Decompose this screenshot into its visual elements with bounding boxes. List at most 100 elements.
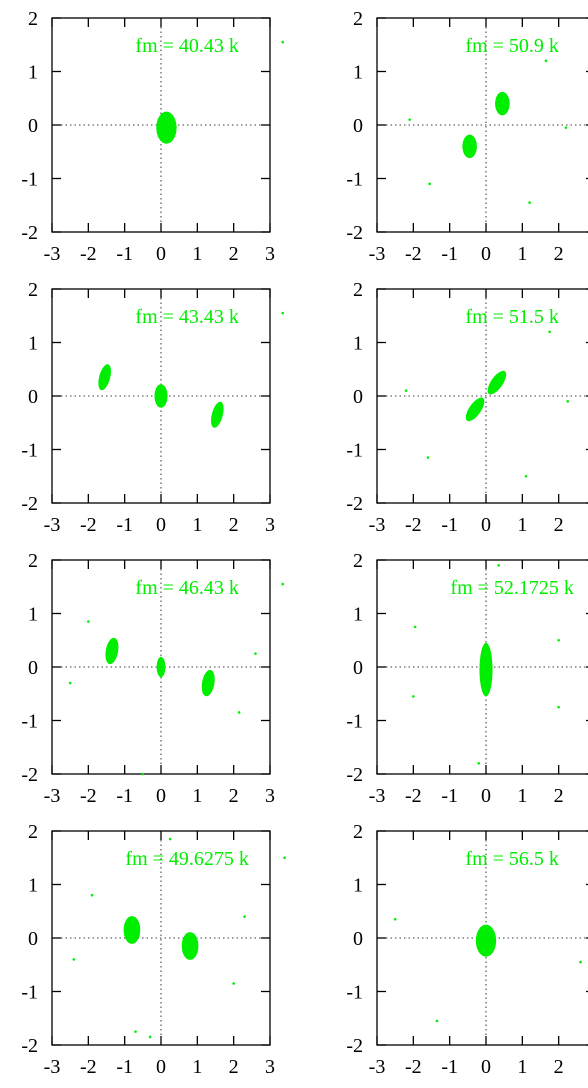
- y-tick-label: -2: [21, 764, 38, 786]
- y-tick-label: 0: [353, 115, 363, 137]
- x-tick-label: -1: [116, 785, 133, 807]
- x-tick-label: -3: [369, 785, 386, 807]
- stray-point: [548, 330, 551, 334]
- point-cluster: [479, 642, 493, 697]
- x-tick-label: 2: [554, 1056, 564, 1078]
- point-cluster: [487, 370, 507, 395]
- y-tick-label: 1: [28, 333, 38, 355]
- x-tick-label: -2: [405, 243, 422, 265]
- y-tick-label: 0: [28, 928, 38, 950]
- stray-point: [524, 474, 528, 478]
- stray-point: [544, 59, 548, 63]
- y-tick-label: 2: [28, 550, 38, 572]
- x-tick-label: -3: [44, 1056, 61, 1078]
- y-tick-label: 2: [353, 550, 363, 572]
- x-tick-label: 2: [229, 243, 239, 265]
- x-tick-label: 0: [156, 514, 166, 536]
- x-tick-label: 1: [192, 785, 202, 807]
- stray-point: [557, 638, 560, 642]
- stray-point: [557, 705, 560, 709]
- y-tick-label: 0: [353, 928, 363, 950]
- x-tick-label: -1: [116, 514, 133, 536]
- stray-point: [435, 1019, 439, 1023]
- chart-panel-5: -3 -2 -1 0 1 2 3 2 1 0 -1 -2 fm = 46.43 k: [21, 550, 285, 807]
- x-tick-label: -2: [405, 1056, 422, 1078]
- x-tick-label: -3: [369, 243, 386, 265]
- x-tick-label: -2: [405, 514, 422, 536]
- panel-title: fm = 40.43 k: [135, 35, 239, 57]
- x-tick-label: 1: [517, 243, 527, 265]
- y-tick-label: 0: [353, 657, 363, 679]
- x-tick-label: 0: [481, 785, 491, 807]
- x-tick-label: 0: [156, 1056, 166, 1078]
- stray-point: [564, 126, 568, 129]
- y-tick-label: 2: [28, 279, 38, 301]
- x-tick-label: -3: [44, 243, 61, 265]
- y-tick-label: -2: [346, 493, 363, 515]
- chart-panel-1: -3 -2 -1 0 1 2 3 2 1 0 -1 -2 fm = 40.43 k: [21, 8, 285, 265]
- stray-point: [254, 652, 257, 655]
- y-tick-label: -2: [21, 222, 38, 244]
- x-tick-label: -2: [80, 785, 97, 807]
- y-tick-label: 2: [28, 8, 38, 30]
- x-tick-label: -1: [441, 1056, 458, 1078]
- y-tick-label: 0: [28, 115, 38, 137]
- stray-point: [87, 620, 90, 623]
- point-cluster: [154, 384, 168, 408]
- panel-title: fm = 52.1725 k: [450, 577, 574, 599]
- point-cluster: [201, 669, 215, 697]
- x-tick-label: -1: [116, 1056, 133, 1078]
- y-tick-label: 1: [353, 333, 363, 355]
- x-tick-label: -1: [441, 243, 458, 265]
- x-tick-label: -2: [80, 1056, 97, 1078]
- point-cluster: [98, 364, 111, 391]
- stray-point: [393, 917, 397, 921]
- point-cluster: [211, 401, 224, 428]
- stray-point: [528, 201, 531, 204]
- stray-point: [90, 893, 94, 897]
- point-cluster: [181, 932, 199, 960]
- y-tick-label: 1: [28, 875, 38, 897]
- y-tick-label: -1: [346, 711, 363, 733]
- y-tick-label: 1: [28, 604, 38, 626]
- y-tick-label: 1: [353, 875, 363, 897]
- panel-title: fm = 43.43 k: [135, 306, 239, 328]
- chart-panel-7: -3 -2 -1 0 1 2 3 2 1 0 -1 -2 fm = 49.6275 k: [21, 821, 286, 1078]
- x-tick-label: 1: [517, 785, 527, 807]
- stray-point: [232, 982, 235, 985]
- stray-point: [566, 400, 570, 403]
- x-tick-label: -3: [44, 514, 61, 536]
- stray-point: [168, 837, 172, 841]
- stray-point: [141, 772, 145, 776]
- stray-point: [408, 118, 412, 121]
- stray-point: [477, 762, 481, 765]
- x-tick-label: 3: [265, 514, 275, 536]
- point-cluster: [475, 924, 497, 957]
- y-tick-label: -2: [21, 493, 38, 515]
- stray-point: [281, 40, 285, 44]
- y-tick-label: 2: [353, 279, 363, 301]
- x-tick-label: 0: [481, 243, 491, 265]
- panel-title: fm = 50.9 k: [465, 35, 559, 57]
- y-tick-label: -2: [346, 764, 363, 786]
- y-tick-label: -1: [346, 982, 363, 1004]
- stray-point: [404, 389, 408, 392]
- point-cluster: [495, 91, 510, 116]
- x-tick-label: 3: [265, 243, 275, 265]
- y-tick-label: 1: [353, 604, 363, 626]
- y-tick-label: 2: [28, 821, 38, 843]
- y-tick-label: 1: [353, 62, 363, 84]
- x-tick-label: 0: [156, 785, 166, 807]
- x-tick-label: 2: [554, 514, 564, 536]
- point-cluster: [462, 134, 477, 159]
- x-tick-label: 2: [229, 785, 239, 807]
- y-tick-label: -2: [21, 1035, 38, 1057]
- panel-title: fm = 46.43 k: [135, 577, 239, 599]
- stray-point: [283, 856, 286, 860]
- y-tick-label: 0: [28, 386, 38, 408]
